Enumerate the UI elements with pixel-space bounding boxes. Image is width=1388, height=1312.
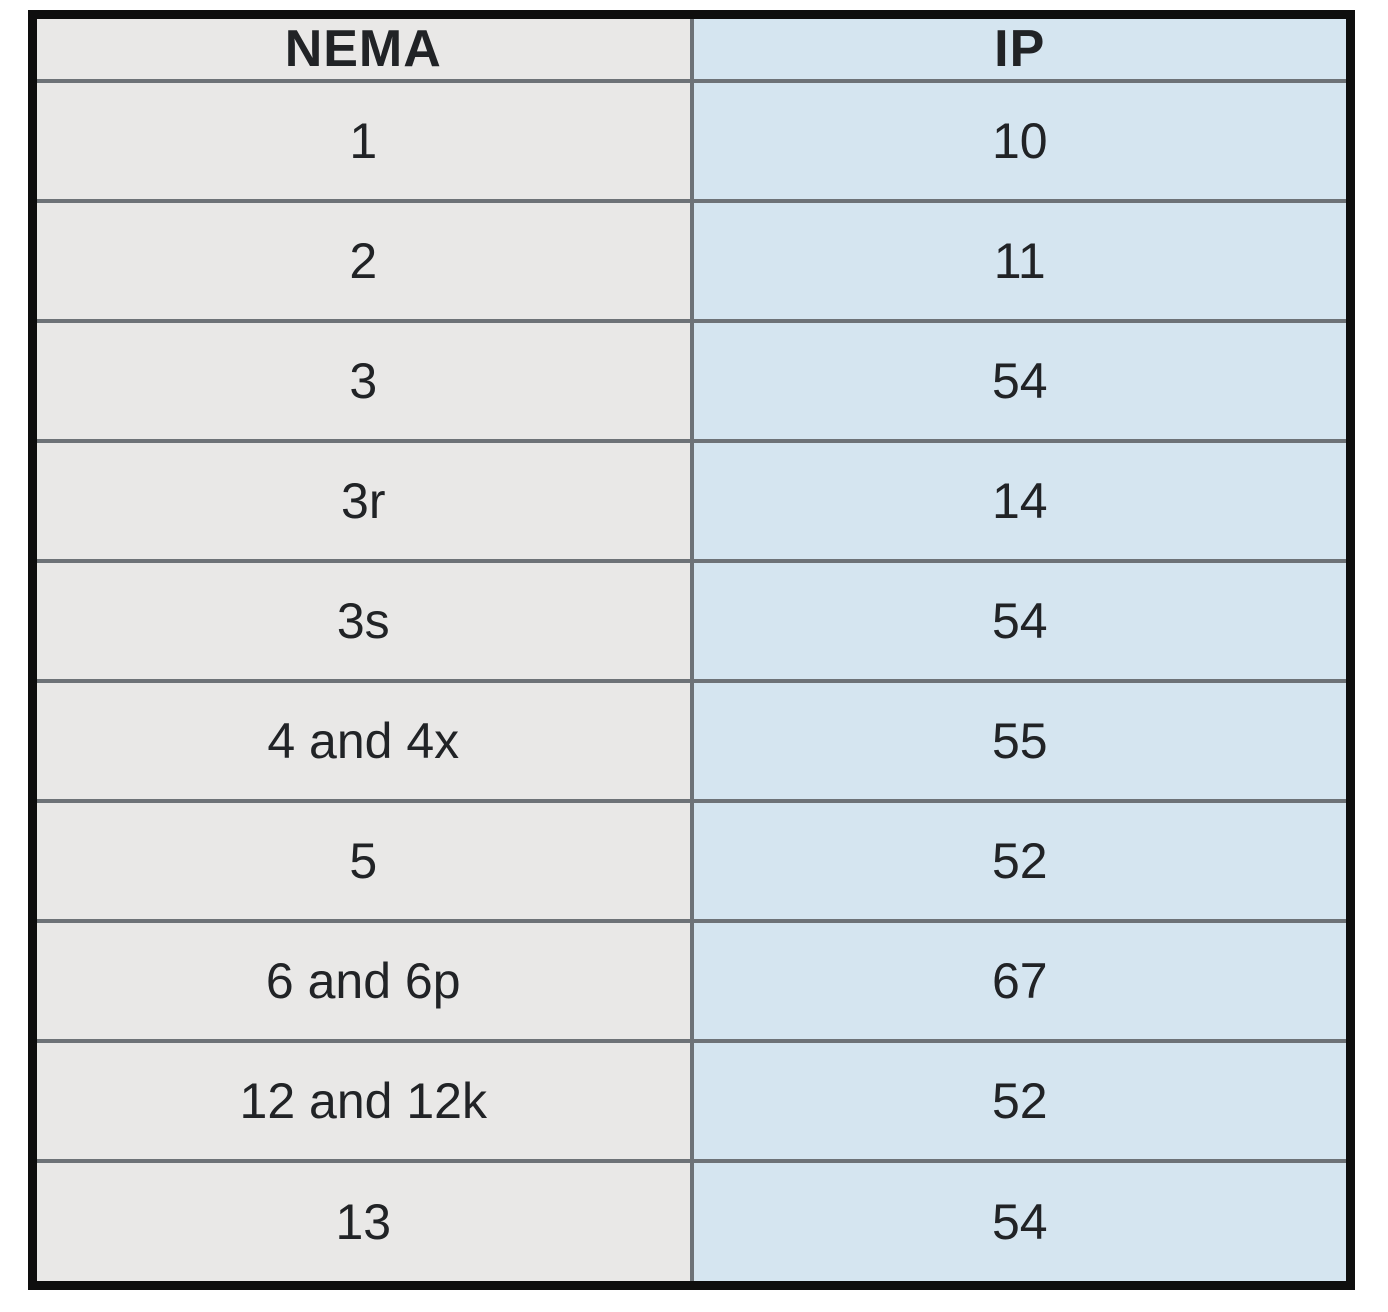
nema-value-cell: 3s: [30, 558, 694, 683]
nema-value-cell: 2: [30, 198, 694, 323]
table-row: 3 54: [30, 318, 1353, 443]
table-row: 3s 54: [30, 558, 1353, 683]
ip-value-cell: 54: [689, 558, 1353, 683]
table-row: 2 11: [30, 198, 1353, 323]
ip-value-cell: 54: [689, 318, 1353, 443]
nema-ip-conversion-table: NEMA IP 1 10 2 11 3 54 3r 14 3s 54 4 and 4x 55 5 52 6 …: [28, 10, 1355, 1290]
nema-ip-conversion-table-wrap: NEMA IP 1 10 2 11 3 54 3r 14 3s 54 4 and 4x 55 5 52 6 …: [28, 10, 1355, 1290]
table-row: 5 52: [30, 798, 1353, 923]
column-header-nema: NEMA: [30, 12, 694, 83]
nema-value-cell: 1: [30, 79, 694, 203]
nema-value-cell: 3: [30, 318, 694, 443]
ip-value-cell: 52: [689, 1038, 1353, 1163]
nema-value-cell: 13: [30, 1158, 694, 1288]
ip-value-cell: 54: [689, 1158, 1353, 1288]
nema-value-cell: 3r: [30, 438, 694, 563]
nema-value-cell: 4 and 4x: [30, 678, 694, 803]
table-row: 1 10: [30, 79, 1353, 203]
table-row: 3r 14: [30, 438, 1353, 563]
table-row: 12 and 12k 52: [30, 1038, 1353, 1163]
header-row: NEMA IP: [30, 12, 1353, 83]
ip-value-cell: 10: [689, 79, 1353, 203]
table-row: 13 54: [30, 1158, 1353, 1288]
table-row: 6 and 6p 67: [30, 918, 1353, 1043]
ip-value-cell: 52: [689, 798, 1353, 923]
nema-value-cell: 5: [30, 798, 694, 923]
ip-value-cell: 67: [689, 918, 1353, 1043]
nema-value-cell: 12 and 12k: [30, 1038, 694, 1163]
ip-value-cell: 14: [689, 438, 1353, 563]
ip-value-cell: 55: [689, 678, 1353, 803]
table-row: 4 and 4x 55: [30, 678, 1353, 803]
column-header-ip: IP: [689, 12, 1353, 83]
ip-value-cell: 11: [689, 198, 1353, 323]
nema-value-cell: 6 and 6p: [30, 918, 694, 1043]
